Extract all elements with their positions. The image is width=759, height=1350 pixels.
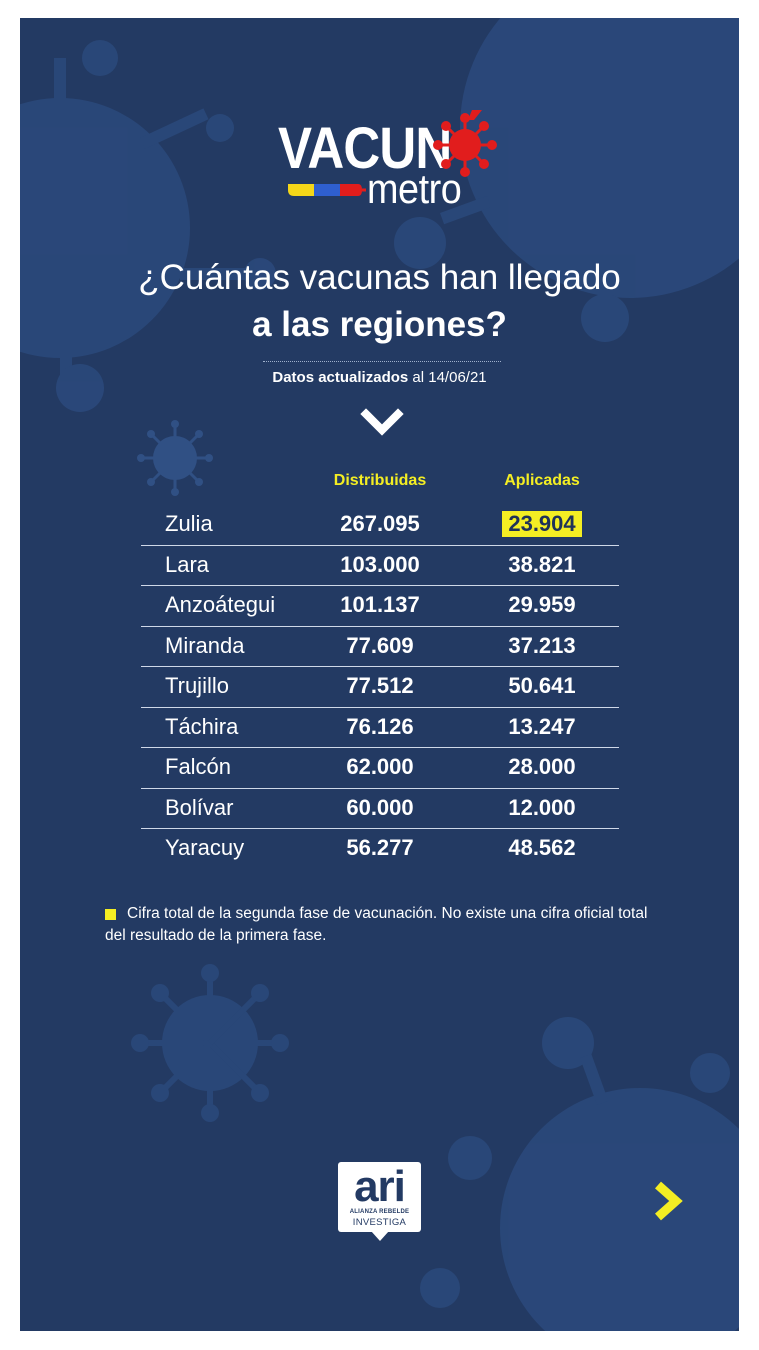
region-name: Yaracuy <box>165 835 245 860</box>
region-name: Bolívar <box>165 794 234 820</box>
applied-value: 48.562 <box>508 835 576 860</box>
dotted-divider <box>263 361 501 362</box>
distributed-value: 77.512 <box>346 673 414 698</box>
region-name: Zulia <box>165 511 213 536</box>
region-name: Miranda <box>165 632 245 658</box>
ari-logo-tagline: INVESTIGA <box>352 1217 407 1228</box>
applied-value-cell: 23.904 <box>472 511 612 537</box>
distributed-value: 267.095 <box>340 511 420 536</box>
table-row: Zulia 267.095 23.904 <box>141 505 619 546</box>
chevron-down-icon <box>360 408 404 436</box>
table-row: Anzoátegui 101.137 29.959 <box>141 586 619 627</box>
virus-icon <box>433 110 497 177</box>
footnote-marker <box>105 909 116 920</box>
update-value: al 14/06/21 <box>408 369 487 386</box>
column-header-applied: Aplicadas <box>504 472 580 489</box>
headline-line-2: a las regiones? <box>252 305 507 344</box>
applied-value-highlighted: 23.904 <box>502 511 582 537</box>
applied-value: 28.000 <box>508 754 576 779</box>
distributed-value: 76.126 <box>346 713 414 739</box>
region-name: Trujillo <box>165 673 229 698</box>
applied-value: 29.959 <box>508 592 576 617</box>
table-row: Miranda 77.609 37.213 <box>141 627 619 667</box>
logo-word-bottom: metro <box>367 165 462 212</box>
applied-value: 37.213 <box>508 632 576 658</box>
distributed-value: 60.000 <box>346 794 414 820</box>
next-arrow-icon[interactable] <box>652 1180 684 1222</box>
distributed-value: 56.277 <box>346 835 414 860</box>
column-header-distributed: Distribuidas <box>333 472 427 489</box>
table-row: Táchira 76.126 13.247 <box>141 708 619 748</box>
region-name: Táchira <box>165 713 239 739</box>
footnote-line-2: del resultado de la primera fase. <box>105 927 327 944</box>
syringe-flag-icon <box>288 184 366 196</box>
applied-value: 50.641 <box>508 673 576 698</box>
vaccine-table: Zulia 267.095 23.904 Lara 103.000 38.821… <box>141 505 619 869</box>
virus-background-icon <box>20 18 739 1331</box>
distributed-value: 103.000 <box>340 551 420 577</box>
distributed-value: 62.000 <box>346 754 414 779</box>
table-row: Falcón 62.000 28.000 <box>141 748 619 789</box>
region-name: Lara <box>165 551 210 577</box>
headline-line-1: ¿Cuántas vacunas han llegado <box>138 258 621 297</box>
ari-logo-subtitle: ALIANZA REBELDE <box>349 1209 410 1215</box>
table-row: Yaracuy 56.277 48.562 <box>141 829 619 869</box>
footnote: Cifra total de la segunda fase de vacuna… <box>105 903 665 947</box>
table-row: Trujillo 77.512 50.641 <box>141 667 619 708</box>
table-row: Lara 103.000 38.821 <box>141 546 619 586</box>
applied-value: 13.247 <box>508 713 576 739</box>
ari-logo-word: ari <box>354 1162 406 1211</box>
ari-logo: ari ALIANZA REBELDE INVESTIGA <box>338 1162 421 1232</box>
update-label: Datos actualizados <box>272 369 409 386</box>
distributed-value: 101.137 <box>340 592 420 617</box>
table-row: Bolívar 60.000 12.000 <box>141 789 619 829</box>
speech-tail-icon <box>371 1231 389 1241</box>
logo-word-top: VACUN <box>278 116 452 181</box>
applied-value: 38.821 <box>508 551 576 577</box>
region-name: Falcón <box>165 754 232 779</box>
update-date: Datos actualizados al 14/06/21 <box>20 369 739 386</box>
vacunometro-logo: VACUN metro <box>20 18 739 238</box>
footnote-line-1: Cifra total de la segunda fase de vacuna… <box>127 905 648 922</box>
region-name: Anzoátegui <box>165 592 276 617</box>
applied-value: 12.000 <box>508 794 576 820</box>
infographic-panel: VACUN metro ¿Cuántas vacunas han llegad <box>20 18 739 1331</box>
distributed-value: 77.609 <box>346 632 414 658</box>
